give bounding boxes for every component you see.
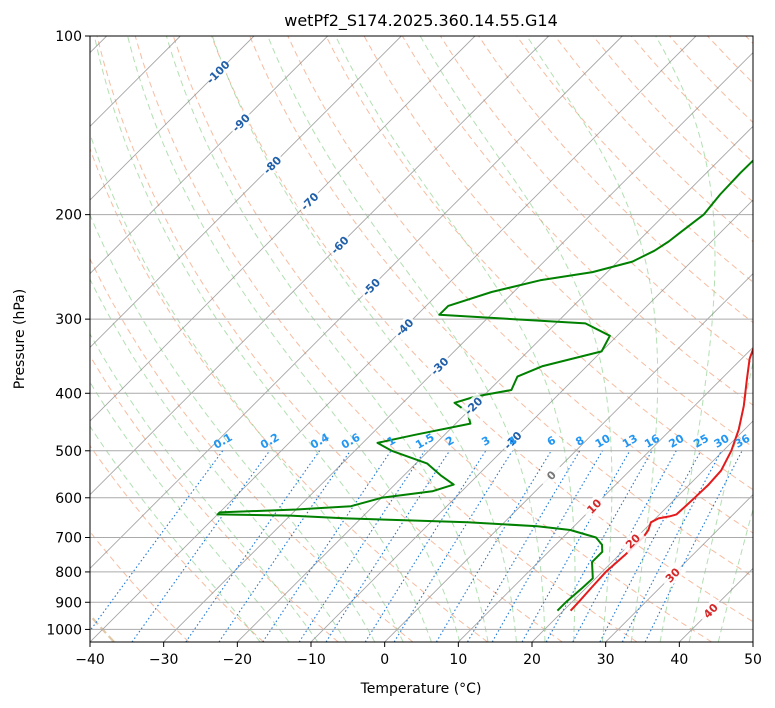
dry-adiabat: [96, 36, 563, 642]
moist-adiabat: [90, 132, 404, 642]
isotherm-line: [90, 36, 328, 275]
isotherm-line: [90, 36, 623, 569]
isotherm-line: [90, 36, 255, 201]
moist-adiabat: [127, 36, 461, 642]
isotherm-label-bg: [537, 461, 565, 489]
isotherm-line: [163, 52, 753, 642]
dry-adiabat: [90, 354, 339, 642]
x-axis: −40 −30 −20 −10 0 10 20 30 40 50: [75, 642, 762, 668]
x-tick-label: 30: [597, 652, 615, 668]
y-tick-label: 900: [55, 595, 82, 611]
moist-adiabat: [526, 36, 659, 642]
mixing-ratio-line: [131, 450, 271, 642]
x-tick-label: −30: [149, 652, 179, 668]
y-tick-label: 300: [55, 312, 82, 328]
x-tick-label: 40: [670, 652, 688, 668]
y-tick-label: 600: [55, 491, 82, 507]
isotherm-line: [90, 36, 476, 422]
y-tick-label: 1000: [46, 622, 82, 638]
dry-adiabat: [172, 36, 712, 642]
x-tick-label: 10: [449, 652, 467, 668]
x-axis-title: Temperature (°C): [360, 681, 482, 697]
moist-adiabat: [419, 36, 613, 642]
mixing-ratio-line: [218, 450, 351, 642]
dry-adiabat: [90, 257, 414, 642]
moist-adiabat: [90, 332, 319, 642]
isotherm-line: [752, 641, 753, 642]
mixing-ratio-line: [298, 450, 426, 642]
mixing-ratio-line: [262, 450, 392, 642]
background-lines: [90, 36, 753, 642]
moist-adiabat: [165, 36, 489, 642]
moist-adiabat: [688, 360, 753, 642]
isotherm-line: [237, 125, 753, 642]
moist-adiabat: [211, 36, 517, 642]
plot-area: [90, 36, 753, 642]
isotherm-label-bg: [619, 527, 647, 555]
y-tick-label: 200: [55, 208, 82, 224]
isotherm-label-bg: [227, 109, 255, 137]
dry-adiabat: [249, 36, 753, 578]
isotherm-label-bg: [426, 352, 453, 380]
isotherm-label-bg: [258, 151, 286, 179]
y-tick-label: 400: [55, 386, 82, 402]
x-tick-label: 0: [380, 652, 389, 668]
isotherm-label-bg: [580, 492, 608, 520]
mixing-ratio-line: [435, 450, 552, 642]
plot-frame: [89, 35, 754, 643]
moist-adiabat: [90, 278, 347, 642]
mixing-ratio-line: [521, 450, 631, 642]
isotherm-label-bg: [460, 392, 487, 420]
isotherm-label-bg: [697, 597, 725, 625]
mixing-ratio-line: [599, 450, 702, 642]
isotherm-label-bg: [357, 273, 385, 301]
isotherm-line: [90, 36, 549, 496]
moist-adiabat: [93, 36, 432, 642]
x-tick-label: −20: [223, 652, 253, 668]
y-tick-label: 500: [55, 444, 82, 460]
y-axis: 100 200 300 400 500 600 700 800 900 1000: [46, 29, 90, 638]
moist-adiabat: [90, 425, 261, 642]
x-tick-label: −40: [75, 652, 105, 668]
isotherm-label-bg: [390, 314, 418, 342]
y-tick-label: 100: [55, 29, 82, 45]
moist-adiabat: [267, 36, 546, 642]
isotherm-line: [90, 36, 402, 348]
dry-adiabat: [325, 36, 753, 491]
isotherm-label-bg: [326, 231, 354, 259]
moist-adiabat: [90, 381, 290, 642]
chart-title: wetPf2_S174.2025.360.14.55.G14: [284, 11, 558, 31]
mixing-ratio-line: [90, 450, 224, 632]
mixing-ratio-line: [644, 450, 743, 642]
isotherm-label-bg: [659, 561, 686, 589]
isotherm-label-bg: [204, 58, 232, 86]
isotherm-line: [310, 199, 753, 642]
x-tick-label: 20: [523, 652, 541, 668]
y-tick-label: 800: [55, 565, 82, 581]
mixing-ratio-line: [545, 450, 653, 642]
dry-adiabat: [90, 444, 264, 642]
dry-adiabat: [516, 36, 753, 283]
isotherm-label-bg: [499, 426, 527, 454]
isotherm-line: [458, 346, 753, 642]
moist-adiabat: [90, 213, 376, 642]
moist-adiabat: [655, 36, 716, 642]
y-tick-label: 700: [55, 531, 82, 547]
mixing-ratio-line: [364, 450, 487, 642]
y-axis-title: Pressure (hPa): [12, 289, 28, 389]
x-tick-label: 50: [744, 652, 762, 668]
mixing-ratio-line: [325, 450, 451, 642]
isotherm-line: [605, 494, 753, 642]
dry-adiabat: [287, 36, 753, 534]
isotherm-line: [90, 36, 697, 642]
dry-adiabat: [211, 36, 753, 623]
isotherm-line: [384, 273, 753, 642]
temperature-profile-line: [569, 346, 753, 612]
moist-adiabat: [335, 36, 576, 642]
mixing-ratio-line: [185, 450, 321, 642]
isotherm-label-bg: [296, 187, 324, 215]
x-tick-label: −10: [296, 652, 326, 668]
moist-adiabat: [717, 507, 753, 642]
